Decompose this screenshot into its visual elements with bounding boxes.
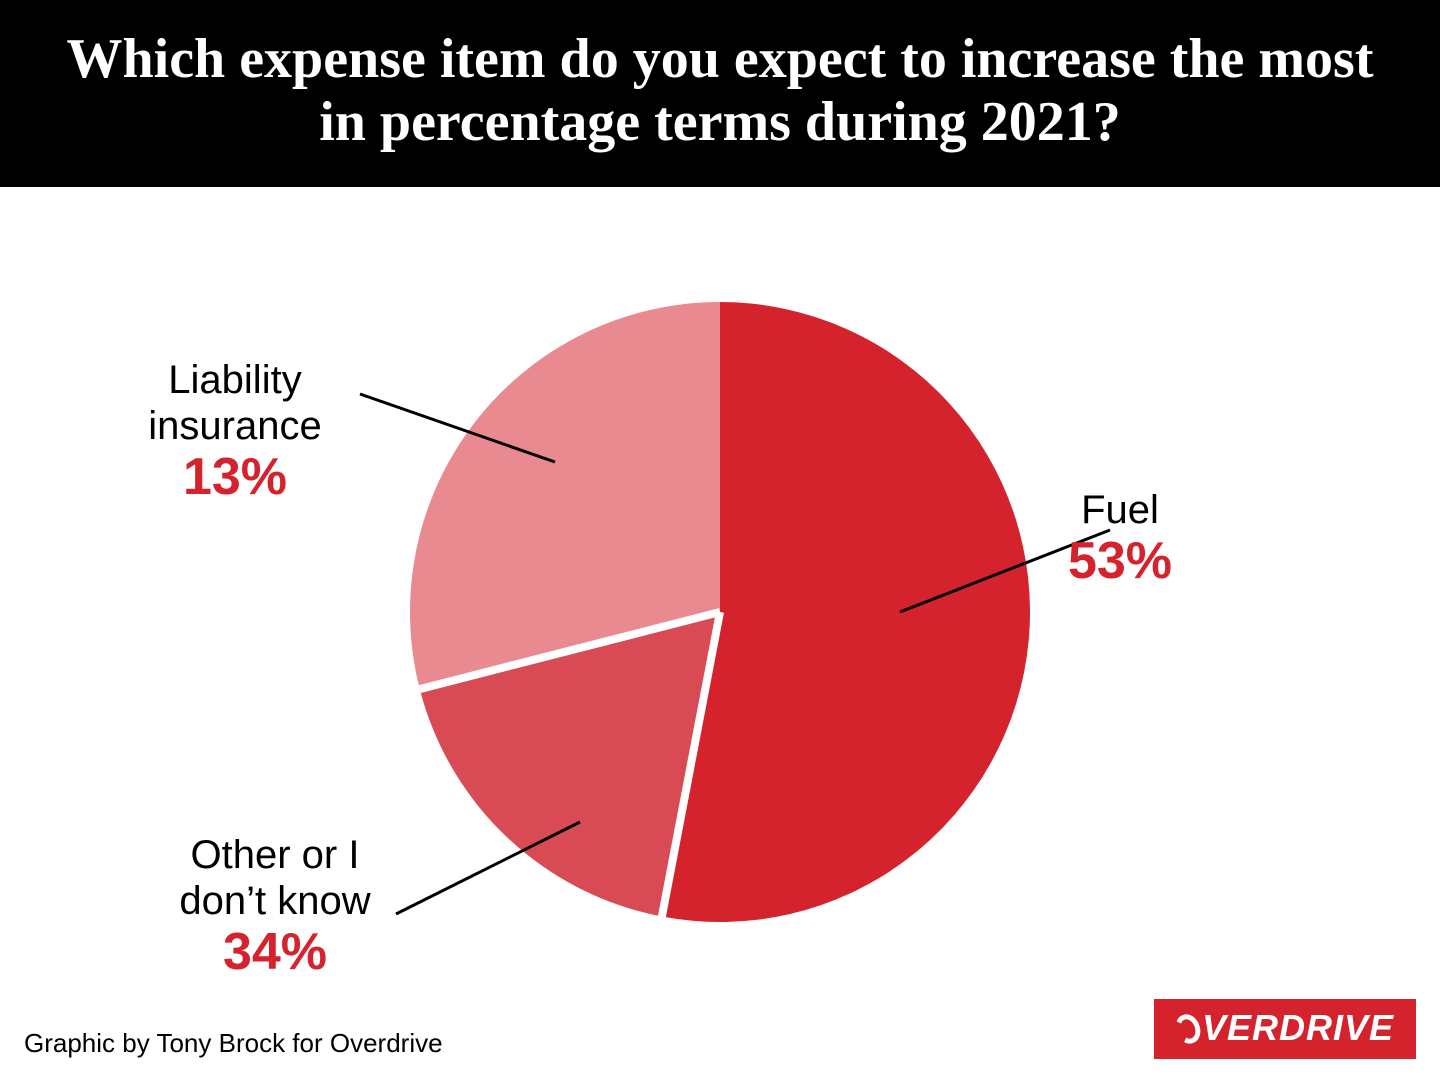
slice-label-pct: 53% xyxy=(1068,533,1172,590)
slice-label-pct: 34% xyxy=(179,924,370,981)
slice-label-text: Fuel xyxy=(1068,487,1172,533)
chart-header: Which expense item do you expect to incr… xyxy=(0,0,1440,187)
slice-label-pct: 13% xyxy=(148,449,321,506)
pie-chart-area: Fuel53% Other or Idon’t know34% Liabilityi… xyxy=(0,187,1440,1037)
slice-label-text: Other or Idon’t know xyxy=(179,832,370,924)
chart-title: Which expense item do you expect to incr… xyxy=(60,28,1380,153)
slice-label: Liabilityinsurance13% xyxy=(148,357,321,506)
overdrive-logo: VERDRIVE xyxy=(1154,999,1416,1059)
slice-label: Other or Idon’t know34% xyxy=(179,832,370,981)
slice-label: Fuel53% xyxy=(1068,487,1172,590)
slice-label-text: Liabilityinsurance xyxy=(148,357,321,449)
overdrive-logo-o-icon xyxy=(1172,1011,1205,1047)
graphic-credit: Graphic by Tony Brock for Overdrive xyxy=(24,1028,443,1059)
overdrive-logo-text: VERDRIVE xyxy=(1202,1007,1394,1049)
